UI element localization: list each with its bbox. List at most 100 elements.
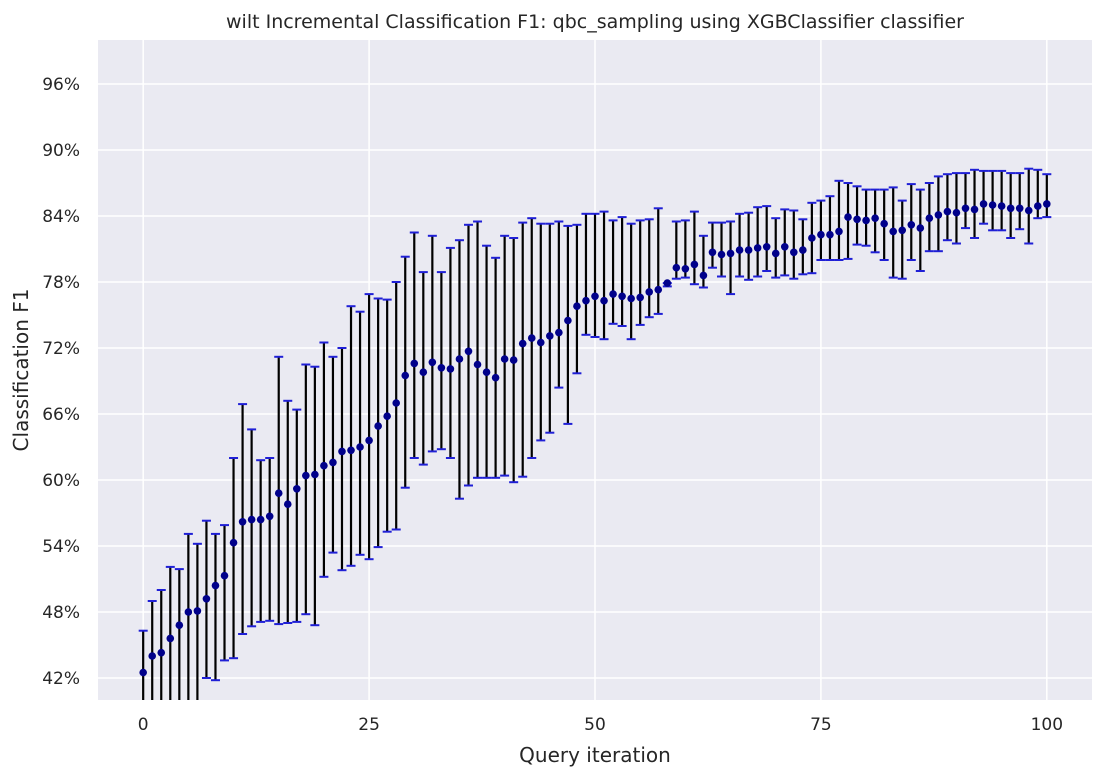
data-point bbox=[943, 207, 952, 216]
data-point bbox=[202, 595, 211, 603]
data-point bbox=[220, 571, 229, 580]
y-tick-label: 54% bbox=[42, 537, 80, 557]
data-point bbox=[175, 621, 184, 629]
data-point bbox=[500, 355, 509, 363]
data-point bbox=[564, 316, 572, 325]
data-point bbox=[247, 515, 256, 524]
y-axis-label: Classification F1 bbox=[9, 289, 33, 452]
data-point bbox=[681, 265, 690, 273]
data-point bbox=[817, 230, 825, 239]
data-point bbox=[311, 470, 319, 479]
data-point bbox=[591, 292, 599, 301]
data-point bbox=[961, 204, 970, 213]
data-point bbox=[1006, 204, 1015, 213]
data-point bbox=[708, 248, 717, 257]
data-points bbox=[139, 200, 1051, 677]
data-point bbox=[419, 368, 428, 377]
data-point bbox=[555, 328, 563, 337]
data-point bbox=[148, 652, 157, 660]
data-point bbox=[338, 447, 346, 456]
y-tick-label: 48% bbox=[42, 603, 80, 623]
data-point bbox=[274, 489, 283, 498]
data-point bbox=[211, 581, 220, 590]
y-tick-label: 78% bbox=[42, 273, 80, 293]
y-tick-label: 60% bbox=[42, 471, 80, 491]
x-tick-label: 100 bbox=[1031, 715, 1063, 735]
data-point bbox=[184, 608, 193, 616]
y-tick-labels: 42% 48% 54% 60% 66% 72% 78% 84% 90% 96% bbox=[42, 75, 80, 689]
data-point bbox=[735, 246, 744, 254]
data-point bbox=[654, 285, 663, 294]
data-point bbox=[365, 436, 373, 445]
grid bbox=[98, 40, 1092, 700]
data-point bbox=[546, 332, 554, 340]
data-point bbox=[437, 364, 446, 372]
data-point bbox=[717, 250, 726, 259]
data-point bbox=[600, 296, 608, 305]
data-point bbox=[374, 422, 382, 430]
data-point bbox=[979, 200, 988, 208]
data-point bbox=[482, 368, 491, 377]
data-point bbox=[835, 227, 843, 236]
data-point bbox=[663, 279, 672, 287]
data-point bbox=[293, 485, 301, 493]
x-tick-labels: 0 25 50 75 100 bbox=[138, 715, 1063, 735]
data-point bbox=[916, 224, 925, 232]
data-point bbox=[329, 458, 337, 467]
data-point bbox=[491, 373, 500, 382]
data-point bbox=[726, 249, 735, 258]
data-point bbox=[193, 607, 202, 615]
data-point bbox=[907, 221, 916, 229]
data-point bbox=[302, 471, 310, 480]
y-tick-label: 96% bbox=[42, 75, 80, 95]
data-point bbox=[871, 214, 879, 222]
data-point bbox=[627, 294, 635, 303]
data-point bbox=[880, 219, 888, 228]
data-point bbox=[618, 292, 626, 301]
data-point bbox=[1043, 200, 1051, 208]
data-point bbox=[808, 234, 816, 242]
data-point bbox=[636, 293, 644, 302]
data-point bbox=[573, 302, 581, 311]
data-point bbox=[157, 648, 166, 657]
data-point bbox=[925, 214, 934, 222]
data-point bbox=[790, 248, 798, 257]
data-point bbox=[410, 359, 419, 368]
data-point bbox=[690, 260, 699, 269]
data-point bbox=[446, 365, 455, 373]
data-point bbox=[392, 399, 401, 407]
error-bars bbox=[138, 167, 1052, 700]
data-point bbox=[455, 355, 464, 363]
y-tick-label: 72% bbox=[42, 339, 80, 359]
data-point bbox=[826, 230, 834, 239]
data-point bbox=[853, 215, 861, 224]
data-point bbox=[238, 518, 247, 526]
data-point bbox=[699, 271, 708, 280]
data-point bbox=[383, 412, 391, 421]
data-point bbox=[889, 227, 897, 236]
data-point bbox=[997, 202, 1006, 210]
x-tick-label: 75 bbox=[810, 715, 832, 735]
data-point bbox=[799, 246, 807, 254]
data-point bbox=[509, 356, 518, 364]
data-point bbox=[1024, 206, 1033, 215]
data-point bbox=[1015, 204, 1024, 213]
data-point bbox=[356, 443, 364, 451]
data-point bbox=[527, 334, 536, 342]
data-point bbox=[536, 338, 545, 347]
data-point bbox=[428, 358, 437, 367]
data-point bbox=[771, 249, 780, 258]
data-point bbox=[347, 446, 355, 455]
y-tick-label: 84% bbox=[42, 207, 80, 227]
data-point bbox=[139, 668, 147, 677]
y-tick-label: 90% bbox=[42, 141, 80, 161]
data-point bbox=[166, 634, 175, 643]
data-point bbox=[283, 500, 292, 509]
data-point bbox=[762, 243, 771, 251]
data-point bbox=[898, 226, 907, 235]
data-point bbox=[582, 296, 590, 305]
data-point bbox=[401, 371, 410, 380]
data-point bbox=[672, 263, 681, 272]
y-tick-label: 42% bbox=[42, 669, 80, 689]
